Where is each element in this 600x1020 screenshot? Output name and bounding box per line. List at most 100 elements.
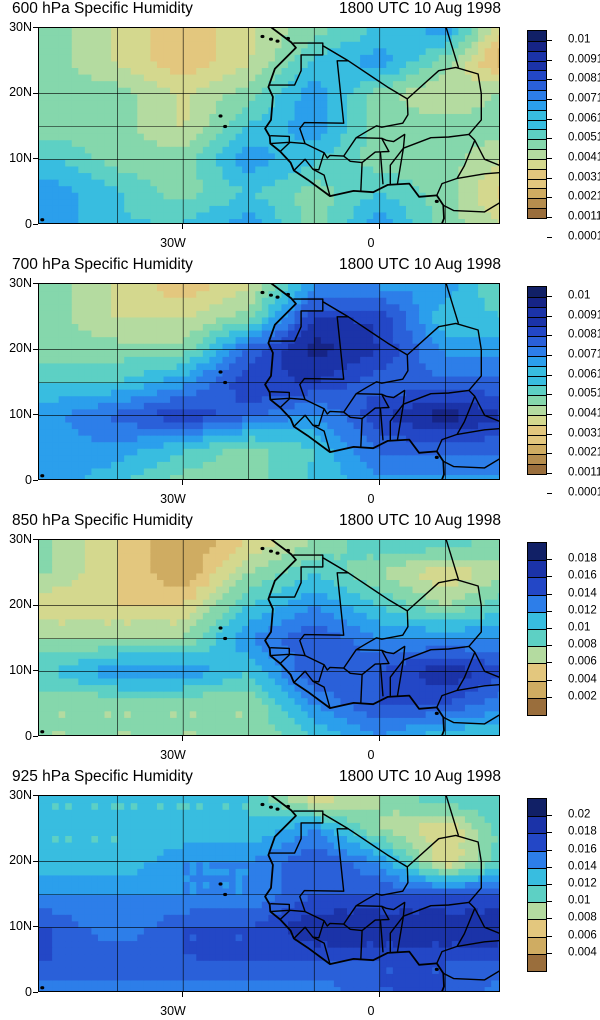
field-cell (84, 356, 93, 364)
field-cell (255, 461, 263, 469)
country-border (356, 137, 390, 164)
field-cell (491, 343, 499, 351)
colorbar-swatch (528, 178, 546, 189)
field-cell (104, 172, 112, 180)
field-cell (458, 290, 466, 298)
field-cell (84, 474, 93, 479)
field-cell (392, 192, 401, 200)
field-cell (202, 362, 210, 370)
field-cell (347, 441, 355, 449)
field-cell (130, 415, 138, 423)
field-cell (288, 172, 296, 180)
field-cell (255, 73, 263, 82)
country-border (379, 408, 384, 441)
field-cell (301, 106, 309, 114)
field-cell (399, 67, 407, 75)
field-cell (183, 421, 191, 430)
field-cell (497, 717, 499, 725)
colorbar-tick (547, 374, 552, 376)
country-border (269, 298, 324, 342)
field-cell (189, 87, 197, 95)
field-cell (242, 106, 250, 114)
field-cell (242, 113, 250, 121)
field-cell (399, 185, 407, 193)
country-border (312, 408, 325, 427)
field-cell (202, 185, 210, 193)
field-cell (353, 467, 361, 476)
field-cell (91, 474, 99, 479)
field-cell (130, 343, 138, 351)
field-cell (340, 303, 348, 311)
field-cell (478, 67, 486, 75)
field-cell (137, 119, 145, 128)
field-cell (170, 113, 178, 121)
field-cell (235, 362, 243, 370)
field-cell (248, 218, 256, 223)
island-marker (218, 114, 223, 118)
field-cell (65, 441, 73, 449)
field-cell (353, 310, 361, 318)
field-cell (412, 454, 420, 462)
field-cell (176, 717, 184, 725)
field-cell (438, 448, 446, 456)
field-cell (458, 723, 466, 732)
field-cell (399, 93, 407, 101)
field-cell (425, 34, 433, 42)
field-cell (222, 179, 230, 187)
field-cell (314, 310, 322, 318)
field-cell (222, 28, 230, 36)
field-cell (386, 297, 394, 305)
field-cell (215, 54, 224, 62)
field-cell (471, 723, 479, 732)
field-cell (320, 461, 328, 469)
field-cell (261, 159, 269, 167)
field-cell (104, 87, 112, 95)
field-cell (242, 349, 250, 357)
field-cell (301, 415, 309, 423)
field-cell (261, 710, 269, 718)
field-cell (288, 316, 296, 324)
field-cell (242, 375, 250, 384)
field-cell (320, 146, 328, 154)
field-cell (150, 448, 158, 456)
field-cell (497, 303, 499, 311)
field-cell (373, 172, 381, 180)
colorbar (527, 30, 547, 219)
field-cell (189, 119, 197, 128)
colorbar-divider (528, 188, 546, 190)
field-cell (445, 192, 453, 200)
panel-850hpa: 850 hPa Specific Humidity 1800 UTC 10 Au… (0, 512, 600, 762)
field-cell (111, 723, 119, 732)
field-cell (405, 730, 414, 735)
field-cell (209, 34, 217, 42)
field-cell (163, 389, 171, 397)
field-cell (58, 218, 66, 223)
field-cell (360, 297, 368, 305)
field-cell (438, 336, 446, 344)
field-cell (307, 303, 315, 311)
field-cell (124, 723, 132, 732)
field-cell (58, 284, 66, 292)
field-cell (445, 467, 453, 476)
field-cell (196, 389, 204, 397)
field-cell (471, 297, 479, 305)
field-cell (274, 691, 283, 699)
field-cell (156, 179, 165, 187)
field-cell (373, 133, 381, 141)
field-cell (196, 67, 204, 75)
field-cell (294, 185, 302, 193)
field-cell (71, 80, 79, 88)
field-cell (412, 47, 420, 55)
field-cell (392, 80, 401, 88)
field-cell (143, 303, 151, 311)
field-cell (183, 113, 191, 121)
field-cell (432, 297, 440, 305)
field-cell (261, 185, 269, 193)
field-cell (261, 205, 269, 213)
lon-tick (182, 224, 184, 229)
field-cell (150, 179, 158, 187)
field-cell (97, 211, 106, 220)
field-cell (327, 205, 335, 213)
field-cell (58, 316, 66, 324)
colorbar-swatch (528, 50, 546, 61)
